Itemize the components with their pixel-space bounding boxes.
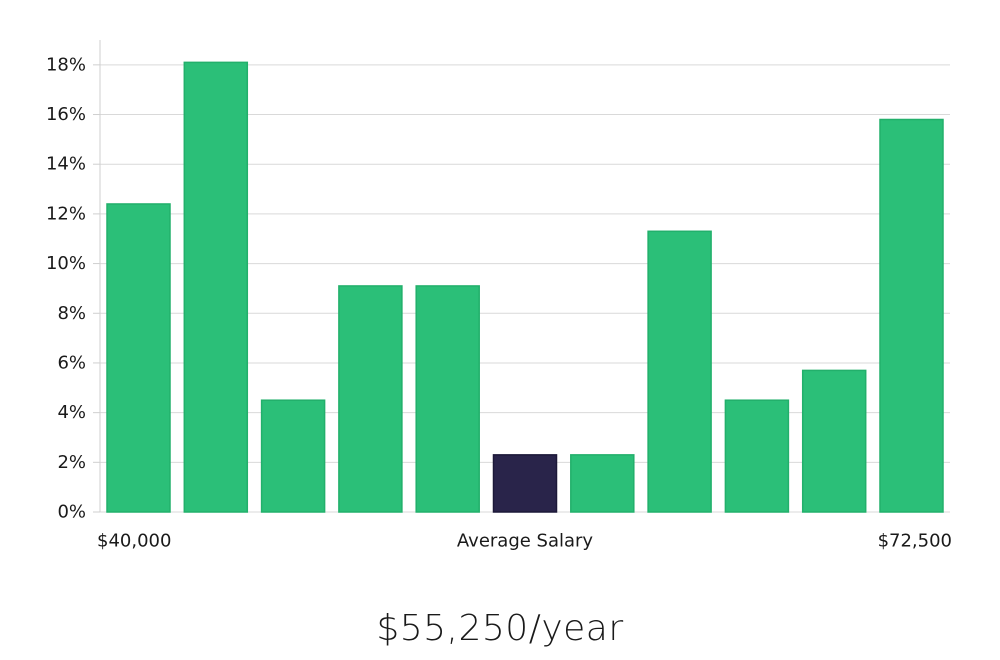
- y-tick-label: 16%: [46, 104, 86, 125]
- x-axis-start-label: $40,000: [97, 531, 171, 552]
- y-axis-ticks: 0% 2% 4% 6% 8% 10% 12% 14% 16% 18%: [46, 54, 100, 523]
- y-tick-label: 6%: [57, 352, 86, 373]
- bar: [647, 230, 712, 513]
- bar: [183, 61, 249, 513]
- bar-highlighted: [492, 454, 558, 513]
- y-tick-label: 2%: [57, 452, 86, 473]
- bar: [260, 399, 326, 513]
- bar: [801, 369, 867, 513]
- y-tick-label: 12%: [46, 203, 86, 224]
- salary-distribution-chart: 0% 2% 4% 6% 8% 10% 12% 14% 16% 18% $40,000 Averag…: [46, 40, 952, 552]
- bar: [106, 203, 171, 513]
- x-axis-title: Average Salary: [457, 531, 594, 552]
- y-tick-label: 18%: [46, 54, 86, 75]
- average-salary-value: $55,250/year: [376, 608, 624, 649]
- bar: [724, 399, 790, 513]
- y-tick-label: 14%: [46, 154, 86, 175]
- y-tick-label: 0%: [57, 502, 86, 523]
- y-tick-label: 10%: [46, 253, 86, 274]
- bar: [879, 118, 944, 513]
- bar: [415, 285, 480, 513]
- x-axis-end-label: $72,500: [878, 531, 952, 552]
- bar: [570, 454, 635, 513]
- y-tick-label: 8%: [57, 303, 86, 324]
- y-tick-label: 4%: [57, 402, 86, 423]
- bars: [106, 61, 944, 513]
- bar: [338, 285, 403, 513]
